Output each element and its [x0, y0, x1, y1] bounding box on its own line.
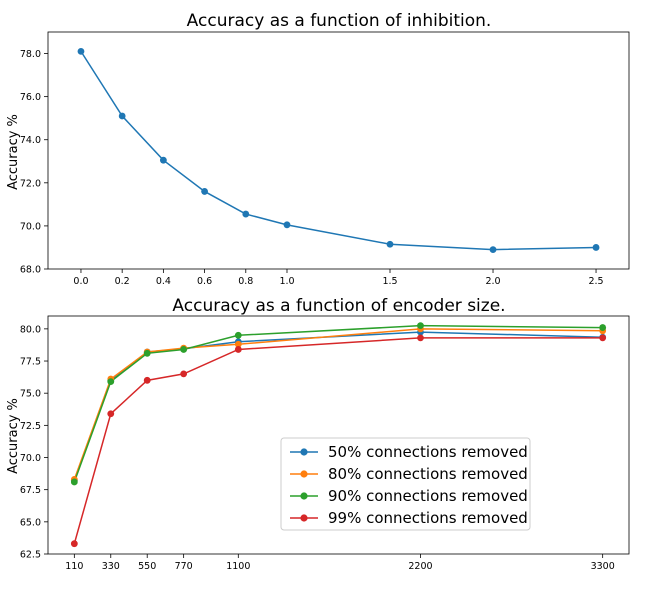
y-tick-label: 70.0	[20, 221, 41, 232]
x-tick-label: 1100	[226, 561, 250, 572]
legend-marker	[300, 492, 308, 500]
y-tick-label: 72.5	[20, 421, 41, 432]
y-tick-label: 76.0	[20, 92, 41, 103]
data-point	[143, 376, 151, 384]
legend-marker	[300, 470, 308, 478]
y-tick-label: 78.0	[20, 49, 41, 60]
encoder-size-chart: Accuracy as a function of encoder size. …	[6, 296, 630, 572]
x-tick-label: 2.0	[485, 276, 500, 287]
x-tick-label: 1.0	[279, 276, 294, 287]
data-point	[77, 47, 85, 55]
x-tick-label: 110	[65, 561, 83, 572]
data-point	[592, 244, 600, 251]
data-point	[180, 346, 188, 353]
x-tick-label: 770	[175, 561, 193, 572]
legend-item: 99% connections removed	[290, 509, 528, 527]
x-tick-label: 0.8	[238, 276, 253, 287]
y-tick-label: 80.0	[20, 324, 41, 335]
x-tick-label: 550	[138, 561, 156, 572]
data-point	[234, 331, 242, 339]
legend-item: 50% connections removed	[290, 443, 528, 461]
data-point	[118, 112, 126, 120]
legend-label: 80% connections removed	[328, 465, 528, 483]
chart-title: Accuracy as a function of inhibition.	[187, 11, 492, 31]
data-point	[283, 221, 291, 229]
data-point	[107, 410, 115, 418]
data-point	[489, 246, 497, 254]
data-point	[70, 540, 78, 548]
series-line	[80, 50, 597, 251]
y-tick-label: 72.0	[20, 178, 41, 189]
data-point	[242, 210, 250, 218]
legend-label: 99% connections removed	[328, 509, 528, 527]
x-tick-label: 0.0	[73, 276, 88, 287]
y-tick-label: 67.5	[20, 485, 41, 496]
y-tick-label: 62.5	[20, 550, 41, 561]
y-tick-label: 68.0	[20, 265, 41, 276]
legend-box	[280, 437, 531, 531]
chart-title: Accuracy as a function of encoder size.	[172, 296, 505, 316]
data-point	[70, 478, 78, 486]
x-tick-label: 1.5	[382, 276, 397, 287]
legend-item: 90% connections removed	[290, 487, 528, 505]
data-point	[417, 334, 424, 342]
data-point	[599, 324, 607, 331]
data-point	[180, 370, 188, 378]
y-tick-label: 74.0	[20, 135, 41, 146]
data-point	[417, 322, 424, 330]
x-tick-label: 0.6	[197, 276, 212, 287]
data-point	[159, 156, 167, 164]
y-axis-label: Accuracy %	[6, 398, 21, 474]
data-point	[234, 340, 242, 348]
x-tick-label: 330	[102, 561, 120, 572]
x-tick-label: 2.5	[588, 276, 603, 287]
y-tick-label: 75.0	[20, 389, 41, 400]
x-tick-label: 2200	[408, 561, 432, 572]
legend: 50% connections removed 80% connections …	[280, 437, 531, 531]
x-tick-label: 3300	[591, 561, 615, 572]
legend-label: 50% connections removed	[328, 443, 528, 461]
y-axis-label: Accuracy %	[6, 114, 21, 190]
y-tick-label: 70.0	[20, 453, 41, 464]
inhibition-chart: Accuracy as a function of inhibition. Ac…	[6, 11, 630, 287]
data-point	[143, 349, 151, 357]
legend-item: 80% connections removed	[290, 465, 528, 483]
y-tick-label: 77.5	[20, 357, 41, 368]
x-tick-label: 0.4	[156, 276, 171, 287]
y-tick-label: 65.0	[20, 517, 41, 528]
legend-marker	[300, 514, 308, 522]
data-point	[599, 334, 607, 342]
data-point	[107, 378, 115, 386]
x-tick-label: 0.2	[115, 276, 130, 287]
data-point	[201, 188, 208, 195]
plot-frame	[47, 315, 630, 555]
data-point	[386, 240, 394, 248]
legend-marker	[300, 448, 308, 456]
data-point	[234, 346, 242, 353]
plot-frame	[47, 31, 630, 270]
legend-label: 90% connections removed	[328, 487, 528, 505]
